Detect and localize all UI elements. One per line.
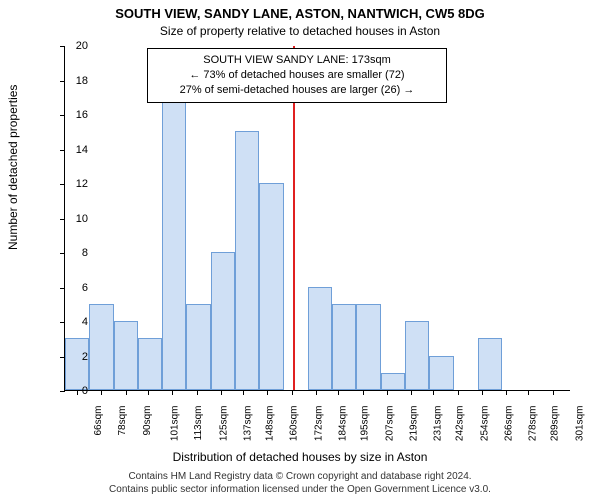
histogram-bar [89,304,113,390]
y-tick-label: 20 [58,40,88,52]
x-tick [172,390,173,395]
y-tick-label: 2 [58,351,88,363]
histogram-bar [162,80,186,391]
y-tick-label: 10 [58,213,88,225]
x-tick [338,390,339,395]
x-tick-label: 90sqm [142,406,153,436]
x-tick [126,390,127,395]
histogram-bar [65,338,89,390]
x-tick [243,390,244,395]
y-tick-label: 12 [58,178,88,190]
x-tick [148,390,149,395]
chart-title: SOUTH VIEW, SANDY LANE, ASTON, NANTWICH,… [0,6,600,21]
y-tick-label: 18 [58,75,88,87]
x-tick [101,390,102,395]
x-tick-label: 266sqm [504,406,515,442]
y-tick-label: 16 [58,109,88,121]
plot-area: SOUTH VIEW SANDY LANE: 173sqm ← 73% of d… [64,46,570,391]
x-tick-label: 148sqm [265,406,276,442]
annotation-line: SOUTH VIEW SANDY LANE: 173sqm [156,53,438,68]
x-tick [292,390,293,395]
x-tick-label: 289sqm [550,406,561,442]
x-tick-label: 137sqm [242,406,253,442]
x-tick-label: 231sqm [433,406,444,442]
histogram-bar [186,304,210,390]
x-tick-label: 184sqm [338,406,349,442]
histogram-bar [211,252,235,390]
x-tick-label: 195sqm [360,406,371,442]
page: SOUTH VIEW, SANDY LANE, ASTON, NANTWICH,… [0,0,600,500]
x-tick [553,390,554,395]
histogram-bar [405,321,429,390]
x-tick-label: 78sqm [117,406,128,436]
histogram-bar [429,356,453,391]
histogram-bar [332,304,356,390]
histogram-bar [235,131,259,390]
histogram-bar [381,373,405,390]
x-tick-label: 301sqm [574,406,585,442]
histogram-bar [114,321,138,390]
x-tick-label: 101sqm [170,406,181,442]
x-tick [387,390,388,395]
histogram-bar [138,338,162,390]
x-tick-label: 278sqm [528,406,539,442]
x-tick [458,390,459,395]
y-tick-label: 6 [58,282,88,294]
y-tick-label: 4 [58,316,88,328]
x-tick [363,390,364,395]
y-tick-label: 14 [58,144,88,156]
histogram-bar [478,338,502,390]
x-tick-label: 125sqm [218,406,229,442]
annotation-line: ← 73% of detached houses are smaller (72… [156,68,438,83]
x-tick-label: 172sqm [313,406,324,442]
y-axis-label: Number of detached properties [6,85,20,250]
x-tick [433,390,434,395]
chart-subtitle: Size of property relative to detached ho… [0,24,600,38]
x-tick-label: 219sqm [408,406,419,442]
histogram-bar [308,287,332,391]
x-tick [482,390,483,395]
y-tick-label: 8 [58,247,88,259]
x-tick [267,390,268,395]
x-tick [221,390,222,395]
x-tick-label: 242sqm [455,406,466,442]
x-tick-label: 207sqm [384,406,395,442]
y-tick-label: 0 [58,385,88,397]
attribution-line: Contains HM Land Registry data © Crown c… [0,471,600,484]
x-axis-label: Distribution of detached houses by size … [0,450,600,464]
x-tick-label: 66sqm [93,406,104,436]
annotation-box: SOUTH VIEW SANDY LANE: 173sqm ← 73% of d… [147,48,447,103]
x-tick [411,390,412,395]
x-tick-label: 160sqm [289,406,300,442]
attribution: Contains HM Land Registry data © Crown c… [0,471,600,496]
x-tick [528,390,529,395]
x-tick [506,390,507,395]
x-tick [197,390,198,395]
annotation-line: 27% of semi-detached houses are larger (… [156,83,438,98]
histogram-bar [356,304,380,390]
x-tick-label: 113sqm [193,406,204,441]
x-tick [316,390,317,395]
x-tick-label: 254sqm [479,406,490,442]
attribution-line: Contains public sector information licen… [0,484,600,497]
histogram-bar [259,183,283,390]
